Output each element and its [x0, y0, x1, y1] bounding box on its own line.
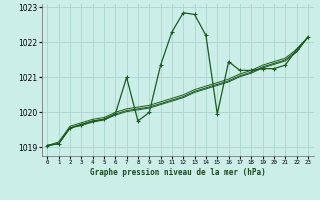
X-axis label: Graphe pression niveau de la mer (hPa): Graphe pression niveau de la mer (hPa) [90, 168, 266, 177]
